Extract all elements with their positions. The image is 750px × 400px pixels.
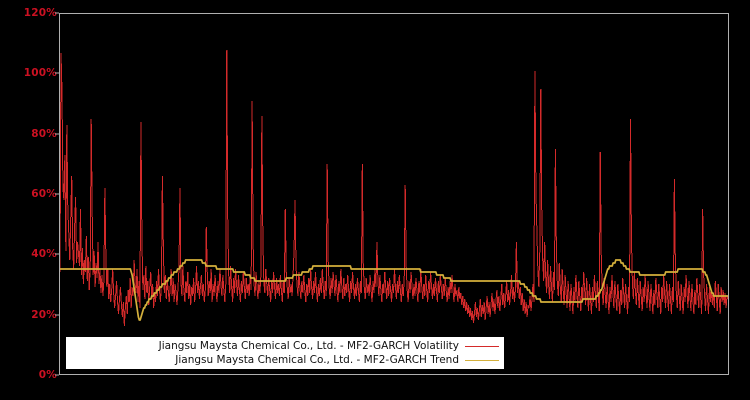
chart-canvas xyxy=(60,49,728,327)
legend-label-trend: Jiangsu Maysta Chemical Co., Ltd. - MF2-… xyxy=(175,354,459,366)
legend-entry-trend: Jiangsu Maysta Chemical Co., Ltd. - MF2-… xyxy=(67,353,499,367)
y-axis-tick-40pct: 40% xyxy=(31,248,57,261)
y-axis-tick-100pct: 100% xyxy=(23,67,57,80)
y-axis-tickmark xyxy=(55,72,59,74)
y-axis-tickmark xyxy=(55,374,59,376)
y-axis-tickmark xyxy=(55,12,59,14)
y-axis-tick-60pct: 60% xyxy=(31,188,57,200)
legend-swatch-volatility xyxy=(465,345,499,347)
series-line-volatility xyxy=(60,49,728,327)
y-axis-tickmark xyxy=(55,133,59,135)
chart-legend: Jiangsu Maysta Chemical Co., Ltd. - MF2-… xyxy=(66,337,504,369)
plot-area xyxy=(59,13,729,375)
y-axis-tick-80pct: 80% xyxy=(31,127,57,140)
y-axis-tickmark xyxy=(55,253,59,255)
legend-swatch-trend xyxy=(465,359,499,361)
y-axis-tick-120pct: 120% xyxy=(23,7,57,19)
legend-entry-volatility: Jiangsu Maysta Chemical Co., Ltd. - MF2-… xyxy=(67,339,499,353)
y-axis-tickmark xyxy=(55,314,59,316)
y-axis-tick-0pct: 0% xyxy=(38,369,57,381)
legend-label-volatility: Jiangsu Maysta Chemical Co., Ltd. - MF2-… xyxy=(158,340,459,352)
series-line-trend xyxy=(60,259,728,321)
y-axis-tickmark xyxy=(55,193,59,195)
y-axis-tick-20pct: 20% xyxy=(31,308,57,321)
